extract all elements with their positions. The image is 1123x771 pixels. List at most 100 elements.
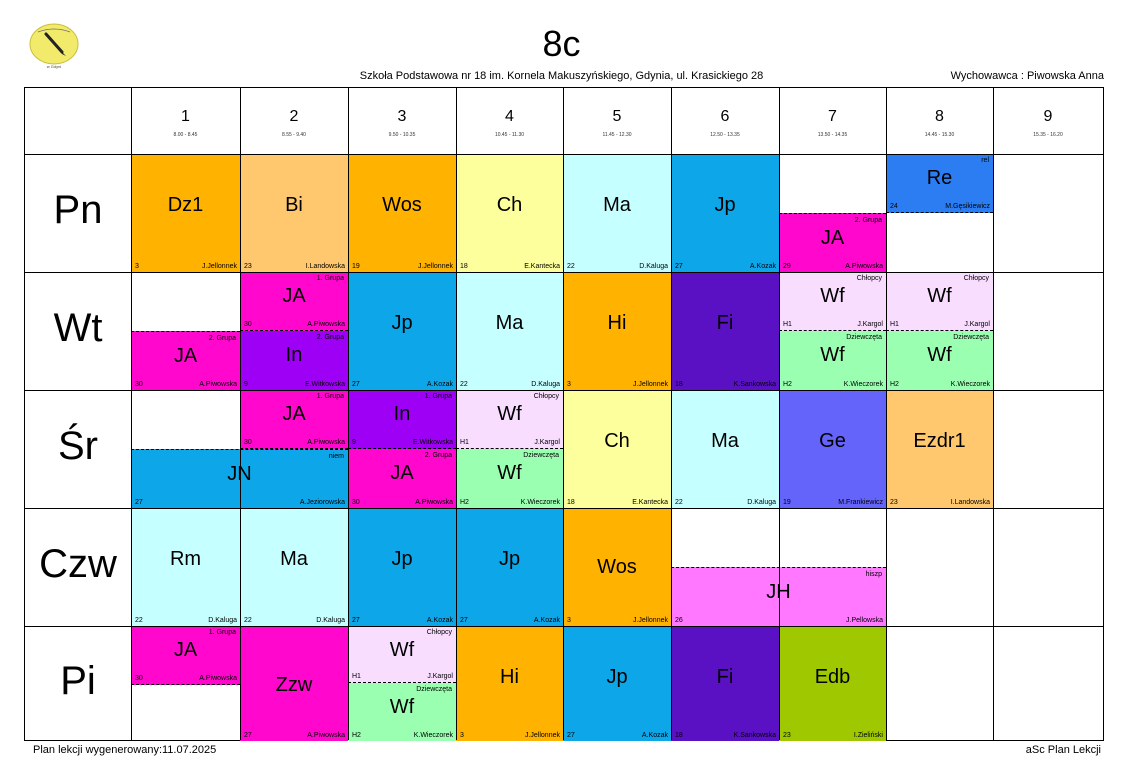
lesson-teacher: A.Piwowska bbox=[199, 381, 237, 388]
period-time: 12.50 - 13.35 bbox=[710, 132, 740, 138]
lesson-pi-2[interactable]: Zzw 27 A.Piwowska bbox=[240, 626, 348, 741]
lesson-room: 27 bbox=[567, 732, 575, 739]
lesson-room: H1 bbox=[352, 673, 361, 680]
lesson-wt-6[interactable]: Fi 18 K.Sankowska bbox=[671, 272, 779, 390]
lesson-group: 2. Grupa bbox=[854, 217, 882, 224]
lesson-teacher: J.Jellonnek bbox=[632, 617, 668, 624]
grid-divider bbox=[348, 88, 349, 740]
lesson-pi-4[interactable]: Hi 3 J.Jellonnek bbox=[456, 626, 563, 741]
grid-divider bbox=[25, 390, 1103, 391]
lesson-room: H1 bbox=[460, 439, 469, 446]
lesson-room: H1 bbox=[890, 321, 899, 328]
lesson-sr-7[interactable]: Ge 19 M.Frankiewicz bbox=[779, 390, 886, 508]
lesson-subject: Jp bbox=[498, 548, 521, 570]
lesson-wt-3[interactable]: Jp 27 A.Kozak bbox=[348, 272, 456, 390]
lesson-pn-6[interactable]: Jp 27 A.Kozak bbox=[671, 154, 779, 272]
lesson-pn-4[interactable]: Ch 18 E.Kantecka bbox=[456, 154, 563, 272]
period-number: 6 bbox=[720, 108, 730, 125]
lesson-group: 1. Grupa bbox=[316, 275, 344, 282]
lesson-sr-5[interactable]: Ch 18 E.Kantecka bbox=[563, 390, 671, 508]
lesson-subject: In bbox=[393, 403, 411, 425]
lesson-sr-3a[interactable]: 1. Grupa In 9 E.Witkowska bbox=[348, 390, 456, 449]
lesson-teacher: A.Piwowska bbox=[199, 675, 237, 682]
lesson-group: Chłopcy bbox=[963, 275, 989, 282]
lesson-pi-3b[interactable]: Dziewczęta Wf H2 K.Wieczorek bbox=[348, 683, 456, 741]
lesson-room: H1 bbox=[783, 321, 792, 328]
period-number: 4 bbox=[505, 108, 514, 125]
lesson-pi-7[interactable]: Edb 23 I.Zieliński bbox=[779, 626, 886, 741]
lesson-czw-1[interactable]: Rm 22 D.Kaluga bbox=[131, 508, 240, 626]
lesson-wt-8b[interactable]: Dziewczęta Wf H2 K.Wieczorek bbox=[886, 331, 993, 390]
period-number: 5 bbox=[612, 108, 622, 125]
lesson-room: 3 bbox=[567, 617, 571, 624]
lesson-czw-3[interactable]: Jp 27 A.Kozak bbox=[348, 508, 456, 626]
lesson-subject: Ma bbox=[280, 548, 308, 570]
lesson-sr-6[interactable]: Ma 22 D.Kaluga bbox=[671, 390, 779, 508]
lesson-wt-7a[interactable]: Chłopcy Wf H1 J.Kargol bbox=[779, 272, 886, 331]
grid-divider bbox=[886, 88, 887, 740]
timetable-grid: Dz1 3 J.Jellonnek Bi 23 I.Landowska Wos … bbox=[24, 87, 1104, 741]
lesson-teacher: J.Jellonnek bbox=[417, 263, 453, 270]
lesson-room: 18 bbox=[675, 381, 683, 388]
lesson-teacher: D.Kaluga bbox=[208, 617, 237, 624]
lesson-room: 27 bbox=[675, 263, 683, 270]
lesson-group: niem bbox=[328, 453, 344, 460]
period-header-8: 8 14.45 - 15.30 bbox=[886, 88, 993, 154]
lesson-wt-2a[interactable]: 1. Grupa JA 30 A.Piwowska bbox=[240, 272, 348, 331]
lesson-wt-7b[interactable]: Dziewczęta Wf H2 K.Wieczorek bbox=[779, 331, 886, 390]
lesson-pn-3[interactable]: Wos 19 J.Jellonnek bbox=[348, 154, 456, 272]
lesson-subject: Wf bbox=[927, 285, 952, 307]
lesson-pi-6[interactable]: Fi 18 K.Sankowska bbox=[671, 626, 779, 741]
lesson-subject: Dz1 bbox=[167, 194, 204, 216]
lesson-teacher: A.Kozak bbox=[533, 617, 560, 624]
lesson-wt-8a[interactable]: Chłopcy Wf H1 J.Kargol bbox=[886, 272, 993, 331]
lesson-group: Chłopcy bbox=[856, 275, 882, 282]
lesson-wt-5[interactable]: Hi 3 J.Jellonnek bbox=[563, 272, 671, 390]
lesson-pi-1[interactable]: 1. Grupa JA 30 A.Piwowska bbox=[131, 626, 240, 685]
grid-divider bbox=[131, 88, 132, 740]
lesson-subject: Wos bbox=[382, 194, 422, 216]
lesson-teacher: M.Frankiewicz bbox=[838, 499, 883, 506]
lesson-wt-1[interactable]: 2. Grupa JA 30 A.Piwowska bbox=[131, 331, 240, 390]
day-label-wt: Wt bbox=[53, 306, 103, 350]
lesson-czw-6-7[interactable]: hiszp JH 26 J.Pellowska bbox=[671, 567, 886, 626]
lesson-czw-5[interactable]: Wos 3 J.Jellonnek bbox=[563, 508, 671, 626]
lesson-subject: Wf bbox=[820, 344, 845, 366]
lesson-sr-2[interactable]: 1. Grupa JA 30 A.Piwowska bbox=[240, 390, 348, 449]
lesson-room: H2 bbox=[783, 381, 792, 388]
lesson-sr-4b[interactable]: Dziewczęta Wf H2 K.Wieczorek bbox=[456, 449, 563, 508]
lesson-room: 27 bbox=[352, 381, 360, 388]
lesson-sr-8[interactable]: Ezdr1 23 I.Landowska bbox=[886, 390, 993, 508]
lesson-pn-2[interactable]: Bi 23 I.Landowska bbox=[240, 154, 348, 272]
lesson-teacher: K.Sankowska bbox=[733, 381, 776, 388]
lesson-room: 30 bbox=[352, 499, 360, 506]
lesson-czw-4[interactable]: Jp 27 A.Kozak bbox=[456, 508, 563, 626]
lesson-pi-3a[interactable]: Chłopcy Wf H1 J.Kargol bbox=[348, 626, 456, 683]
lesson-sr-4a[interactable]: Chłopcy Wf H1 J.Kargol bbox=[456, 390, 563, 449]
lesson-sr-1-2[interactable]: niem JN 27 A.Jeziorowska bbox=[131, 449, 348, 508]
lesson-pn-7[interactable]: 2. Grupa JA 29 A.Piwowska bbox=[779, 213, 886, 272]
lesson-teacher: J.Kargol bbox=[427, 673, 453, 680]
lesson-teacher: M.Gęsikiewicz bbox=[945, 203, 990, 210]
lesson-pn-1[interactable]: Dz1 3 J.Jellonnek bbox=[131, 154, 240, 272]
lesson-wt-4[interactable]: Ma 22 D.Kaluga bbox=[456, 272, 563, 390]
lesson-pn-8[interactable]: rel Re 24 M.Gęsikiewicz bbox=[886, 154, 993, 213]
lesson-room: 30 bbox=[244, 439, 252, 446]
lesson-czw-2[interactable]: Ma 22 D.Kaluga bbox=[240, 508, 348, 626]
lesson-pn-5[interactable]: Ma 22 D.Kaluga bbox=[563, 154, 671, 272]
period-time: 10.45 - 11.30 bbox=[494, 132, 525, 138]
lesson-subject: Zzw bbox=[275, 674, 313, 696]
lesson-room: 3 bbox=[135, 263, 139, 270]
grid-divider bbox=[25, 154, 1103, 155]
lesson-wt-2b[interactable]: 2. Grupa In 9 E.Witkowska bbox=[240, 331, 348, 390]
lesson-teacher: J.Kargol bbox=[964, 321, 990, 328]
lesson-teacher: D.Kaluga bbox=[747, 499, 776, 506]
lesson-sr-3b[interactable]: 2. Grupa JA 30 A.Piwowska bbox=[348, 449, 456, 508]
svg-text:w Gdyni: w Gdyni bbox=[47, 64, 62, 69]
lesson-room: 18 bbox=[460, 263, 468, 270]
lesson-pi-5[interactable]: Jp 27 A.Kozak bbox=[563, 626, 671, 741]
period-time: 9.50 - 10.35 bbox=[388, 132, 416, 138]
lesson-subject: Edb bbox=[814, 666, 851, 688]
lesson-teacher: I.Zieliński bbox=[853, 732, 883, 739]
lesson-subject: JA bbox=[820, 227, 845, 249]
